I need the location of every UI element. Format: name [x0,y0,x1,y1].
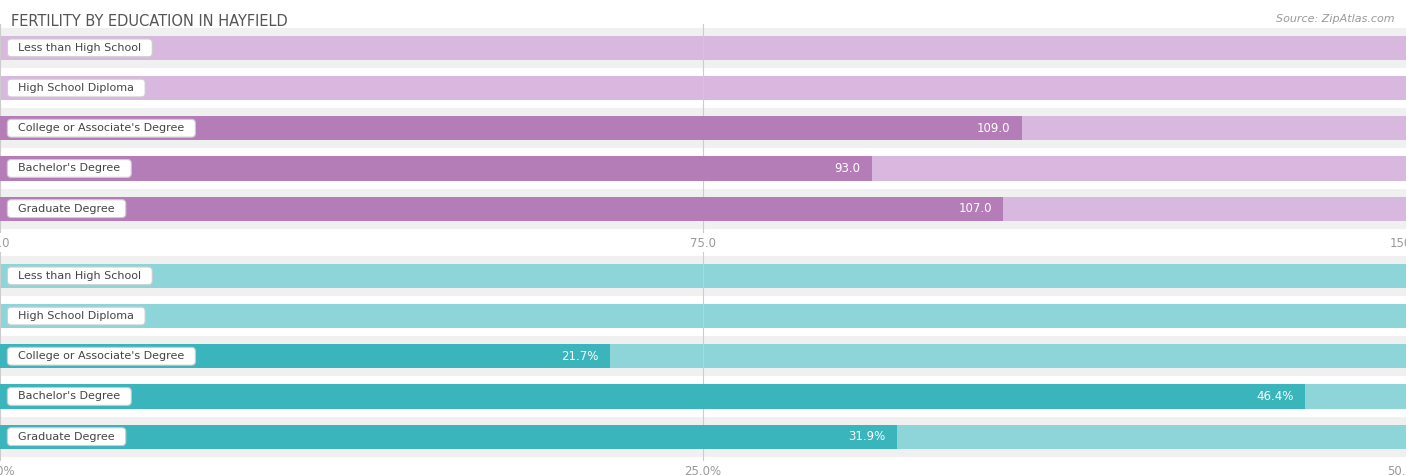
Bar [0,256,1406,296]
Bar [0,108,1406,148]
Bar [0,116,1022,140]
Text: FERTILITY BY EDUCATION IN HAYFIELD: FERTILITY BY EDUCATION IN HAYFIELD [11,14,288,29]
Text: 93.0: 93.0 [835,162,860,175]
Bar [0,376,1406,417]
Bar [0,36,1406,60]
Text: 0.0%: 0.0% [21,310,51,323]
Text: 46.4%: 46.4% [1256,390,1294,403]
Text: 31.9%: 31.9% [849,430,886,443]
Bar [0,336,1406,376]
Bar [0,116,1406,140]
Text: College or Associate's Degree: College or Associate's Degree [11,351,191,361]
Text: 0.0: 0.0 [21,82,39,95]
Text: High School Diploma: High School Diploma [11,83,141,93]
Bar [0,304,1406,328]
Text: Graduate Degree: Graduate Degree [11,432,122,442]
Bar [0,28,1406,68]
Bar [0,68,1406,108]
Text: Less than High School: Less than High School [11,43,149,53]
Text: Graduate Degree: Graduate Degree [11,204,122,214]
Text: 0.0: 0.0 [21,41,39,54]
Text: 109.0: 109.0 [977,122,1011,135]
Bar [0,344,610,368]
Text: High School Diploma: High School Diploma [11,311,141,321]
Text: Bachelor's Degree: Bachelor's Degree [11,163,128,173]
Bar [0,197,1406,221]
Bar [0,148,1406,189]
Text: 107.0: 107.0 [959,202,991,215]
Text: 0.0%: 0.0% [21,269,51,282]
Bar [0,384,1406,408]
Bar [0,189,1406,229]
Bar [0,384,1305,408]
Bar [0,197,1002,221]
Bar [0,156,1406,180]
Text: College or Associate's Degree: College or Associate's Degree [11,123,191,133]
Bar [0,76,1406,100]
Bar [0,425,897,449]
Text: Less than High School: Less than High School [11,271,149,281]
Bar [0,344,1406,368]
Bar [0,264,1406,288]
Bar [0,417,1406,457]
Bar [0,296,1406,336]
Text: 21.7%: 21.7% [561,350,599,363]
Bar [0,156,872,180]
Bar [0,425,1406,449]
Text: Source: ZipAtlas.com: Source: ZipAtlas.com [1277,14,1395,24]
Text: Bachelor's Degree: Bachelor's Degree [11,391,128,401]
